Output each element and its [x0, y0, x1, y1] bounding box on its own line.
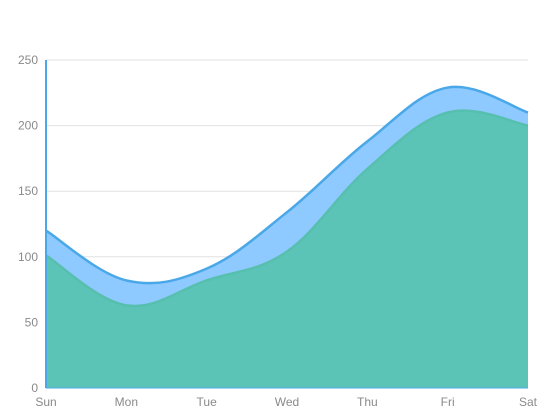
y-tick-label-150: 150 — [18, 184, 38, 198]
y-tick-label-50: 50 — [25, 315, 39, 329]
series-1-line — [45, 85, 529, 285]
x-axis-ticks: Sun Mon Tue Wed Thu Fri Sat — [35, 395, 537, 409]
y-tick-label-250: 250 — [18, 53, 38, 67]
series-areas — [45, 85, 529, 389]
x-tick-label-Tue: Tue — [197, 395, 218, 409]
axes — [45, 60, 528, 389]
x-tick-label-Sat: Sat — [519, 395, 538, 409]
series-2-line — [45, 109, 529, 308]
x-tick-label-Wed: Wed — [275, 395, 299, 409]
y-tick-label-200: 200 — [18, 119, 38, 133]
x-tick-label-Sun: Sun — [35, 395, 56, 409]
y-tick-label-100: 100 — [18, 250, 38, 264]
series-2-area — [46, 110, 528, 389]
y-tick-label-0: 0 — [31, 381, 38, 395]
x-tick-label-Mon: Mon — [115, 395, 138, 409]
y-axis-ticks: 0 50 100 150 200 250 — [18, 53, 38, 395]
x-tick-label-Fri: Fri — [441, 395, 455, 409]
x-tick-label-Thu: Thu — [357, 395, 378, 409]
